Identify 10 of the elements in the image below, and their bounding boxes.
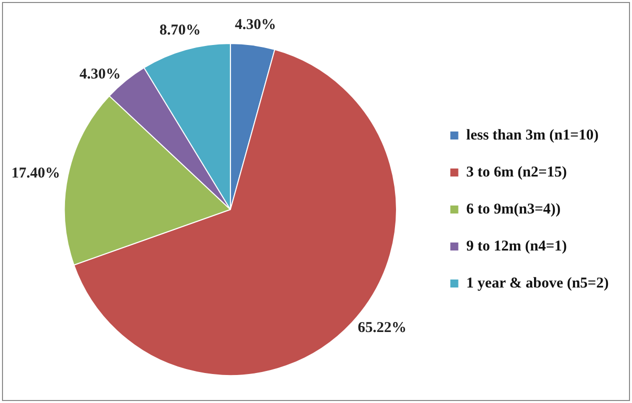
legend-label: 9 to 12m (n4=1) <box>466 238 567 254</box>
legend-label: less than 3m (n1=10) <box>466 127 599 144</box>
data-label: 8.70% <box>160 22 201 38</box>
data-label: 4.30% <box>234 17 276 34</box>
legend-label: 6 to 9m(n3=4)) <box>466 201 561 218</box>
data-label: 17.40% <box>11 166 60 182</box>
data-label: 4.30% <box>79 66 121 82</box>
data-label: 65.22% <box>358 320 406 336</box>
legend-label: 1 year & above (n5=2) <box>466 275 609 292</box>
legend-label: 3 to 6m (n2=15) <box>466 164 567 180</box>
